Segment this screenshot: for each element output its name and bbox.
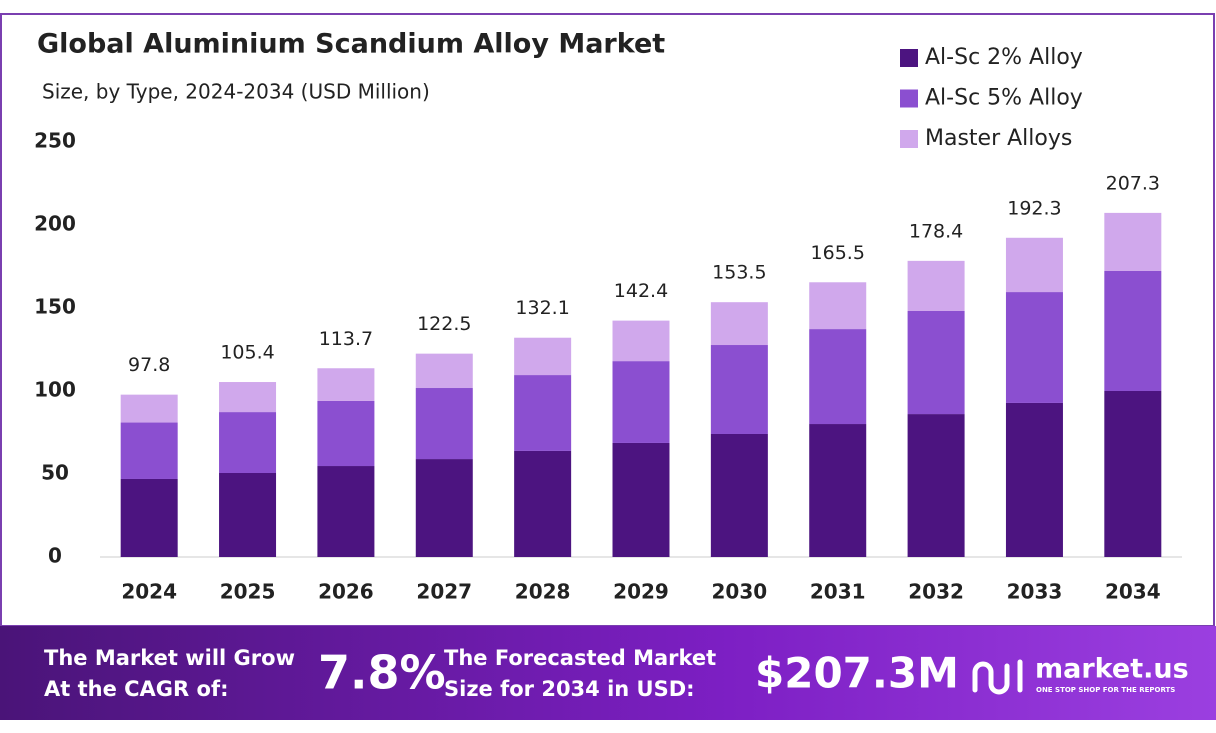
bar-segment: [317, 400, 375, 467]
total-label: 142.4: [614, 280, 668, 302]
legend-swatch: [900, 89, 918, 108]
y-tick-label: 150: [34, 295, 76, 319]
bar-segment: [809, 329, 867, 425]
footer-text: The Forecasted Market: [444, 646, 716, 670]
total-label: 105.4: [220, 342, 274, 364]
total-label: 153.5: [712, 262, 766, 284]
footer-value: $207.3M: [755, 649, 959, 698]
footer-text: At the CAGR of:: [44, 677, 229, 701]
bar-segment: [415, 388, 473, 460]
chart-title: Global Aluminium Scandium Alloy Market: [37, 29, 665, 60]
bar-segment: [317, 368, 375, 401]
legend-label: Master Alloys: [925, 126, 1072, 151]
bar-segment: [1104, 270, 1162, 391]
footer-text: The Market will Grow: [44, 646, 295, 670]
bar-segment: [219, 382, 277, 413]
legend-label: Al-Sc 2% Alloy: [925, 45, 1083, 70]
bar-segment: [710, 345, 768, 434]
bar-segment: [1005, 292, 1063, 403]
y-tick-label: 0: [48, 544, 62, 568]
chart-subtitle: Size, by Type, 2024-2034 (USD Million): [42, 80, 430, 104]
footer-band: [0, 626, 1216, 720]
bar-segment: [809, 424, 867, 557]
bar-segment: [710, 433, 768, 557]
brand-name: market.us: [1035, 654, 1189, 685]
bar-segment: [710, 302, 768, 346]
footer-cagr: 7.8%: [318, 646, 446, 700]
x-tick-label: 2024: [121, 580, 177, 604]
bar-segment: [219, 412, 277, 474]
bar-segment: [415, 459, 473, 557]
legend-label: Al-Sc 5% Alloy: [925, 86, 1083, 111]
x-tick-label: 2028: [515, 580, 571, 604]
bar-segment: [1104, 212, 1162, 271]
bar-segment: [612, 320, 670, 362]
y-tick-label: 250: [34, 129, 76, 153]
bar-segment: [120, 422, 178, 479]
bar-segment: [907, 414, 965, 557]
total-label: 178.4: [909, 220, 963, 242]
x-tick-label: 2033: [1007, 580, 1063, 604]
x-tick-label: 2027: [416, 580, 472, 604]
bar-segment: [317, 466, 375, 557]
brand-logo: [972, 659, 1023, 695]
bar-segment: [907, 310, 965, 415]
total-label: 132.1: [515, 297, 569, 319]
x-tick-label: 2025: [220, 580, 276, 604]
bar-segment: [514, 375, 572, 451]
brand-tagline: ONE STOP SHOP FOR THE REPORTS: [1036, 686, 1175, 694]
bar-segment: [415, 353, 473, 389]
x-tick-label: 2029: [613, 580, 669, 604]
bar-segment: [612, 442, 670, 557]
bar-segment: [514, 337, 572, 376]
bar-segment: [219, 473, 277, 557]
x-tick-label: 2026: [318, 580, 374, 604]
total-label: 122.5: [417, 313, 471, 335]
bar-segment: [514, 450, 572, 557]
legend-swatch: [900, 130, 918, 148]
total-label: 192.3: [1007, 197, 1061, 219]
bar-segment: [1005, 237, 1063, 293]
bar-segment: [120, 394, 178, 423]
bar-segment: [612, 361, 670, 443]
x-tick-label: 2030: [712, 580, 768, 604]
total-label: 97.8: [128, 354, 170, 376]
total-label: 113.7: [319, 328, 373, 350]
legend-swatch: [900, 49, 918, 67]
footer-text: Size for 2034 in USD:: [444, 677, 695, 701]
bar-segment: [1104, 391, 1162, 557]
total-label: 207.3: [1106, 172, 1160, 194]
y-tick-label: 50: [41, 461, 69, 485]
y-tick-label: 200: [34, 212, 76, 236]
bar-segment: [120, 478, 178, 557]
bar-segment: [907, 260, 965, 311]
x-tick-label: 2031: [810, 580, 866, 604]
x-tick-label: 2032: [908, 580, 964, 604]
bar-segment: [1005, 402, 1063, 557]
x-tick-label: 2034: [1105, 580, 1161, 604]
y-tick-label: 100: [34, 378, 76, 402]
total-label: 165.5: [811, 242, 865, 264]
bar-segment: [809, 282, 867, 330]
